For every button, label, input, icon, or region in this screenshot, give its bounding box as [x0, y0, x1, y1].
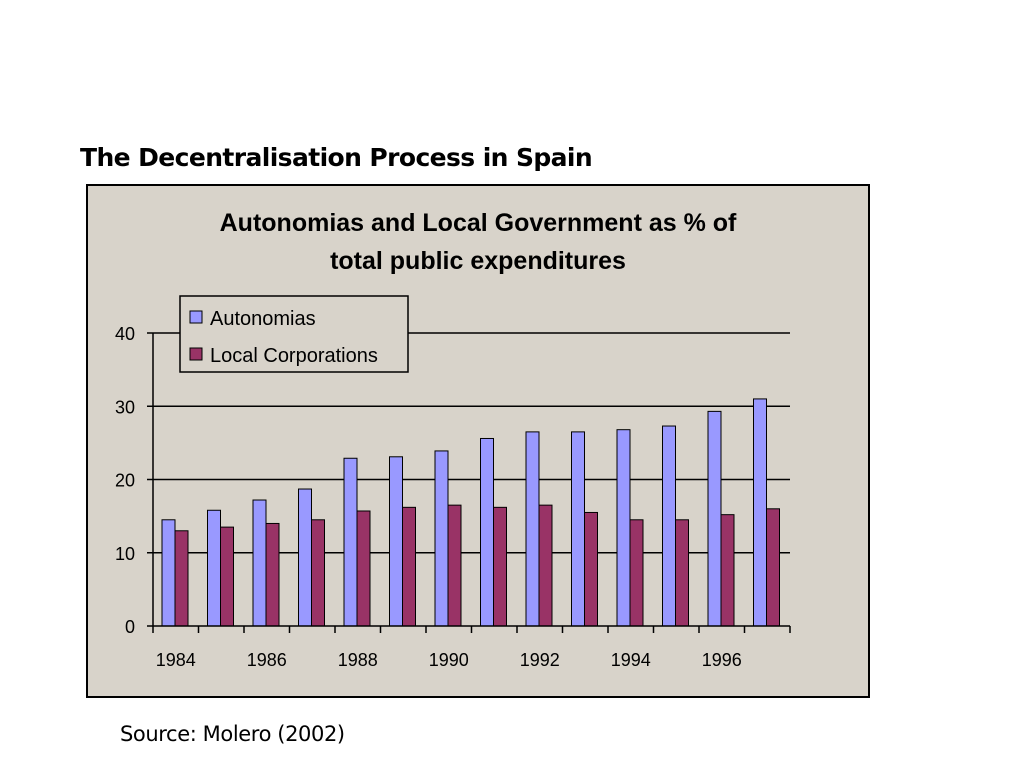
x-tick-label: 1996 [702, 650, 742, 670]
bar-local-corporations [675, 519, 689, 627]
legend-label: Local Corporations [210, 345, 378, 367]
bar-local-corporations [493, 506, 507, 627]
x-tick-label: 1986 [247, 650, 287, 670]
x-tick-label: 1984 [156, 650, 196, 670]
y-tick-label: 0 [125, 617, 135, 637]
y-tick-label: 10 [115, 544, 135, 564]
bar-local-corporations [402, 506, 416, 627]
bar-autonomias [616, 429, 631, 627]
source-note: Source: Molero (2002) [120, 722, 345, 746]
legend-swatch [189, 310, 203, 324]
y-tick-label: 30 [115, 397, 135, 417]
bar-local-corporations [311, 519, 325, 627]
x-tick-label: 1988 [338, 650, 378, 670]
bar-local-corporations [584, 511, 598, 627]
x-tick-label: 1990 [429, 650, 469, 670]
bar-local-corporations [447, 504, 462, 627]
bar-local-corporations [220, 526, 234, 627]
bar-local-corporations [174, 530, 189, 627]
bar-local-corporations [720, 514, 735, 627]
legend-box [179, 295, 409, 373]
bar-autonomias [753, 398, 767, 627]
bar-autonomias [161, 519, 176, 627]
bar-local-corporations [766, 508, 780, 627]
bar-autonomias [389, 456, 403, 627]
x-tick-label: 1994 [611, 650, 651, 670]
bar-local-corporations [538, 504, 553, 627]
bar-autonomias [252, 499, 267, 627]
bar-autonomias [525, 431, 540, 627]
chart-frame: Autonomias and Local Government as % of … [86, 184, 870, 698]
bar-autonomias [207, 509, 221, 627]
legend-swatch [189, 347, 203, 361]
bar-local-corporations [265, 522, 280, 627]
chart-title-line-1: Autonomias and Local Government as % of [219, 209, 737, 237]
bar-autonomias [480, 437, 494, 627]
bar-autonomias [662, 425, 676, 627]
y-tick-label: 20 [115, 471, 135, 491]
bar-autonomias [343, 457, 358, 627]
bar-autonomias [434, 450, 449, 627]
bar-autonomias [298, 488, 312, 627]
bar-autonomias [707, 410, 722, 627]
y-tick-label: 40 [115, 324, 135, 344]
x-tick-label: 1992 [520, 650, 560, 670]
slide-title: The Decentralisation Process in Spain [80, 143, 593, 172]
bar-local-corporations [356, 510, 371, 627]
bar-local-corporations [629, 519, 644, 627]
chart-title: Autonomias and Local Government as % of … [88, 204, 868, 280]
bar-chart: 0 10 20 30 40 1984 1986 1988 1990 1992 1994 1996 Aut… [115, 295, 791, 670]
bar-autonomias [571, 431, 585, 627]
legend-label: Autonomias [210, 308, 316, 330]
chart-title-line-2: total public expenditures [330, 247, 626, 275]
